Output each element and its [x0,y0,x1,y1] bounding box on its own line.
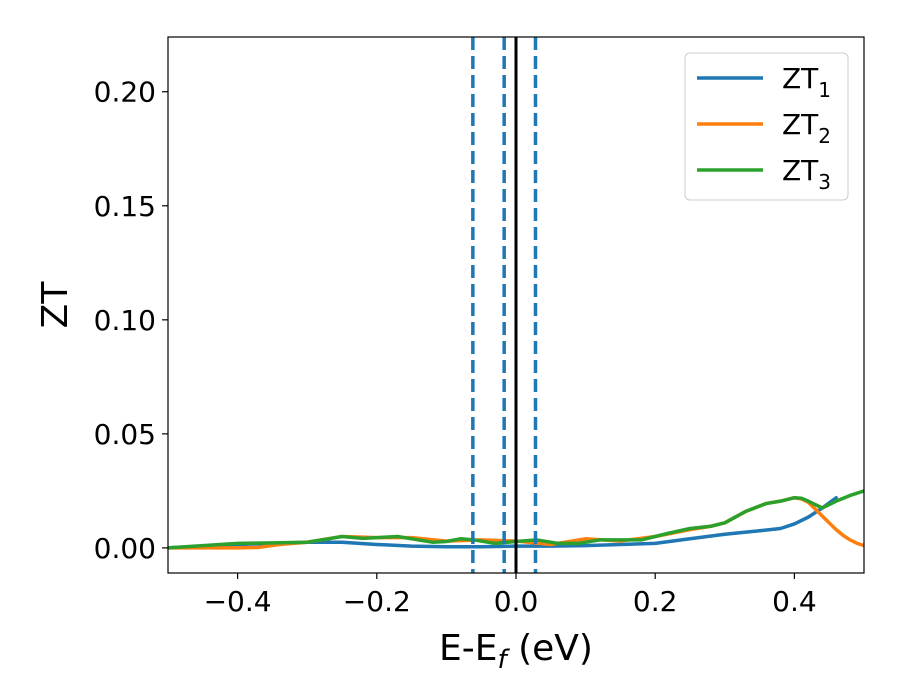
x-axis-ticks: −0.4 −0.2 0.0 0.2 0.4 [204,573,817,618]
x-axis-title-main: E-E [439,628,497,669]
legend-item-zt1: ZT1 [697,62,831,102]
x-tick-label: −0.2 [343,585,411,618]
x-tick-label: −0.4 [204,585,272,618]
legend-label: ZT3 [782,154,831,194]
legend-label: ZT2 [782,108,831,148]
legend-box [684,52,849,201]
x-tick-label: 0.4 [772,585,817,618]
y-tick-label: 0.00 [94,532,156,565]
legend-label: ZT1 [782,62,831,102]
y-tick-label: 0.15 [94,190,156,223]
x-axis-title-unit: (eV) [507,628,593,669]
y-axis-title: ZT [35,281,76,329]
legend: ZT1 ZT2 ZT3 [684,52,849,201]
y-axis-ticks: 0.00 0.05 0.10 0.15 0.20 [94,76,168,565]
legend-item-zt2: ZT2 [697,108,831,148]
plot-area [168,37,864,573]
y-tick-label: 0.10 [94,304,156,337]
y-tick-label: 0.20 [94,76,156,109]
x-axis-title: E-Ef (eV) [439,628,593,675]
x-tick-label: 0.2 [633,585,678,618]
x-tick-label: 0.0 [494,585,539,618]
series-line-zt3 [168,489,864,550]
y-tick-label: 0.05 [94,418,156,451]
legend-item-zt3: ZT3 [697,154,831,194]
